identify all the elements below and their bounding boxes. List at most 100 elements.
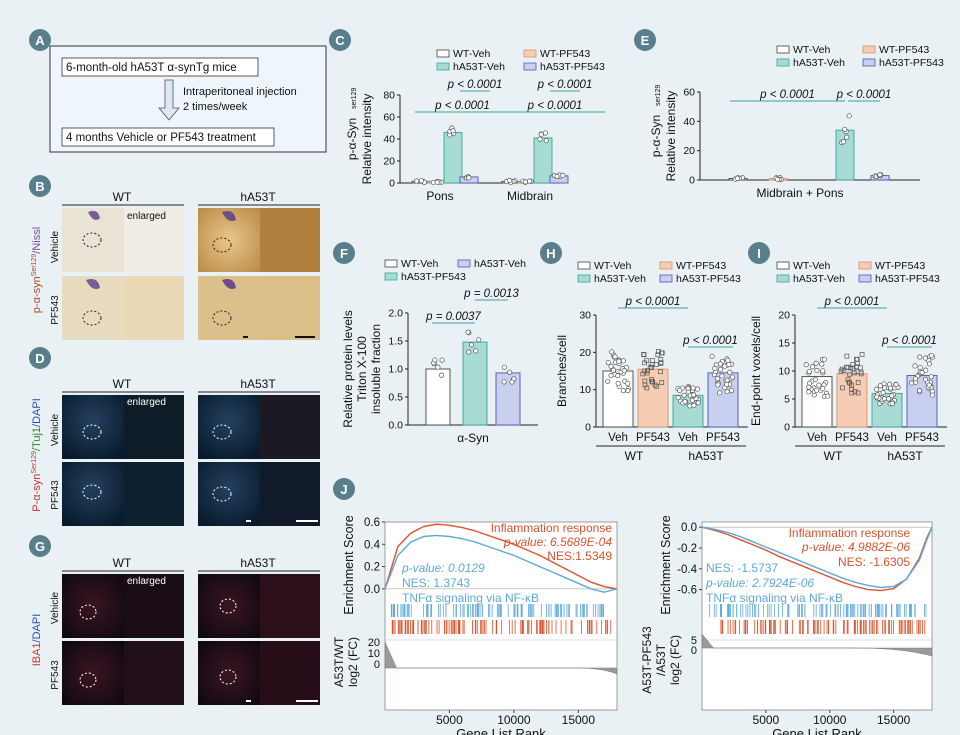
- i-point: [806, 369, 812, 375]
- f-pvalue: p = 0.0013: [463, 288, 519, 300]
- j1-es-curve: [384, 523, 618, 590]
- protocol-step2: 4 months Vehicle or PF543 treatment: [66, 132, 257, 144]
- c-pvalue: p < 0.0001: [447, 79, 503, 91]
- j2-xtick-label: 15000: [877, 713, 911, 727]
- f-legend-label: hA53T-PF543: [401, 271, 466, 283]
- h-ytick-label: 30: [579, 310, 591, 322]
- f-legend-swatch: [457, 259, 471, 268]
- g-ylabel: IBA1/DAPI: [31, 614, 43, 667]
- d-row-pf543: PF543: [50, 480, 61, 510]
- h-legend-label: hA53T-Veh: [594, 273, 646, 285]
- down-arrow-icon: [158, 79, 180, 121]
- c-point: [527, 178, 533, 184]
- h-point: [650, 358, 655, 363]
- i-point: [844, 353, 850, 359]
- i-point: [917, 365, 923, 371]
- f-legend-swatch: [384, 259, 398, 268]
- h-point: [724, 381, 730, 388]
- c-bar: [533, 137, 553, 184]
- h-point: [659, 380, 665, 385]
- j2-ranked-metric: [701, 633, 933, 657]
- j1-xtick-label: 10000: [497, 713, 531, 727]
- h-point: [645, 368, 650, 373]
- i-point: [912, 376, 919, 382]
- g-img-ha-pf-enlarged: [260, 641, 320, 705]
- h-point: [659, 350, 664, 356]
- g-img-ha-veh: [198, 574, 260, 638]
- h-point: [681, 392, 687, 398]
- d-header-wt: WT: [113, 377, 132, 391]
- h-legend-swatch: [577, 261, 591, 270]
- g-scalebar-1: [246, 700, 251, 702]
- i-legend-swatch: [776, 261, 790, 270]
- f-group-label: α-Syn: [457, 431, 489, 445]
- f-point: [476, 337, 482, 343]
- c-pvalue: p < 0.0001: [434, 100, 490, 112]
- h-point: [722, 363, 728, 369]
- e-point: [734, 175, 741, 181]
- h-point: [625, 388, 631, 394]
- i-point: [912, 363, 918, 369]
- h-point: [691, 402, 697, 408]
- f-ytick-label: 1.5: [388, 336, 403, 348]
- i-point: [847, 371, 853, 377]
- j1-fc-label-1: A53T/WT: [332, 636, 346, 687]
- b-img-wt-veh-enlarged: [124, 208, 184, 272]
- c-pvalue: p < 0.0001: [527, 100, 583, 112]
- i-point: [814, 367, 820, 374]
- i-xtick: PF543: [835, 432, 869, 444]
- h-point: [717, 390, 723, 396]
- i-legend-label: WT-Veh: [793, 260, 831, 272]
- h-group-label: hA53T: [688, 449, 724, 463]
- b-img-ha-veh-enlarged: [260, 208, 320, 272]
- i-point: [814, 387, 820, 393]
- h-point: [726, 361, 732, 367]
- j1-blue-title: TNFα signaling via NF-κB: [402, 591, 539, 605]
- j2-xtick-label: 10000: [813, 713, 847, 727]
- h-point: [694, 386, 701, 392]
- e-point: [877, 172, 883, 178]
- h-point: [729, 388, 735, 394]
- h-ytick-label: 20: [579, 347, 591, 359]
- panel-label-h: H: [546, 246, 555, 261]
- i-point: [813, 360, 819, 366]
- g-img-ha-veh-enlarged: [260, 574, 320, 638]
- c-point: [542, 130, 548, 136]
- g-enlarged-label: enlarged: [127, 576, 166, 587]
- c-legend-swatch: [523, 62, 537, 71]
- i-point: [922, 355, 928, 361]
- f-point: [507, 369, 513, 375]
- h-legend-swatch: [577, 274, 591, 283]
- b-header-ha53t: hA53T: [240, 190, 276, 204]
- g-img-wt-pf: [62, 641, 124, 705]
- f-point: [435, 364, 441, 370]
- h-point: [642, 378, 648, 384]
- i-legend-swatch: [858, 274, 872, 283]
- i-legend-label: hA53T-PF543: [875, 273, 940, 285]
- h-legend-label: WT-Veh: [594, 260, 632, 272]
- d-img-wt-pf-enlarged: [124, 462, 184, 526]
- f-point: [439, 357, 445, 363]
- c-legend-label: WT-Veh: [453, 48, 491, 60]
- h-point: [615, 380, 621, 386]
- f-legend-swatch: [384, 272, 398, 281]
- i-point: [855, 380, 861, 385]
- h-point: [725, 357, 731, 363]
- h-point: [687, 403, 693, 409]
- panel-label-j: J: [340, 482, 347, 497]
- i-point: [803, 362, 809, 368]
- i-xtick: Veh: [877, 432, 897, 444]
- f-point: [439, 372, 445, 378]
- j2-plot-frame: [701, 521, 933, 711]
- f-bar: [495, 372, 521, 426]
- i-point: [859, 352, 865, 357]
- j2-ylabel: Enrichment Score: [659, 515, 673, 614]
- f-point: [465, 329, 471, 335]
- i-point: [846, 379, 852, 385]
- j1-red-title: Inflammation response: [491, 521, 613, 535]
- i-ytick-label: 5: [784, 394, 790, 406]
- g-img-wt-pf-enlarged: [124, 641, 184, 705]
- g-img-wt-veh-enlarged: [124, 574, 184, 638]
- h-point: [729, 374, 736, 380]
